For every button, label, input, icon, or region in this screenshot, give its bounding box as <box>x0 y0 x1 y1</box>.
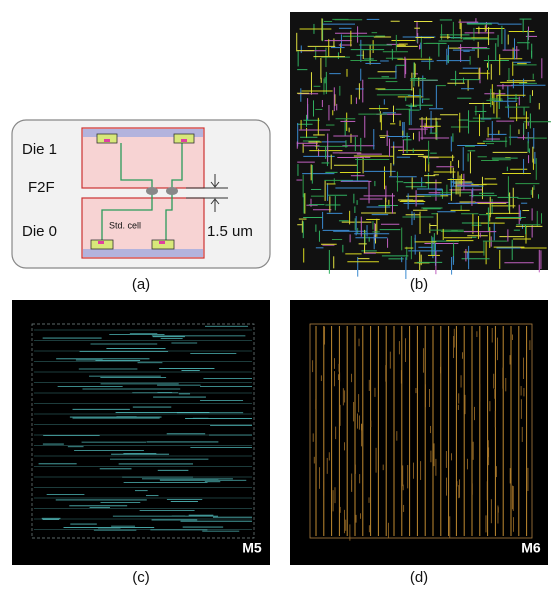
label: F2F <box>28 179 55 196</box>
label: 1.5 um <box>207 223 253 240</box>
label: Std. cell <box>109 220 141 230</box>
pin <box>181 139 187 142</box>
page: Die 1 F2F Die 0 Std. cell 1.5 um M5 M6 (… <box>0 0 551 590</box>
die-band <box>83 249 203 257</box>
layout-d <box>290 300 548 565</box>
pin <box>98 241 104 244</box>
panel-label: (b) <box>410 276 428 293</box>
figure: Die 1 F2F Die 0 Std. cell 1.5 um M5 M6 (… <box>0 0 551 590</box>
panel-label: (a) <box>132 276 150 293</box>
panel-label: (c) <box>132 569 150 586</box>
panel-label: (d) <box>410 569 428 586</box>
label: Die 1 <box>22 141 57 158</box>
label: Die 0 <box>22 223 57 240</box>
layer-label: M6 <box>521 540 541 556</box>
bond <box>146 187 158 195</box>
pin <box>104 139 110 142</box>
pin <box>159 241 165 244</box>
panel-a: Die 1 F2F Die 0 Std. cell 1.5 um <box>12 120 270 268</box>
bond <box>166 187 178 195</box>
layer-label: M5 <box>242 540 262 556</box>
layout-c <box>12 300 270 565</box>
